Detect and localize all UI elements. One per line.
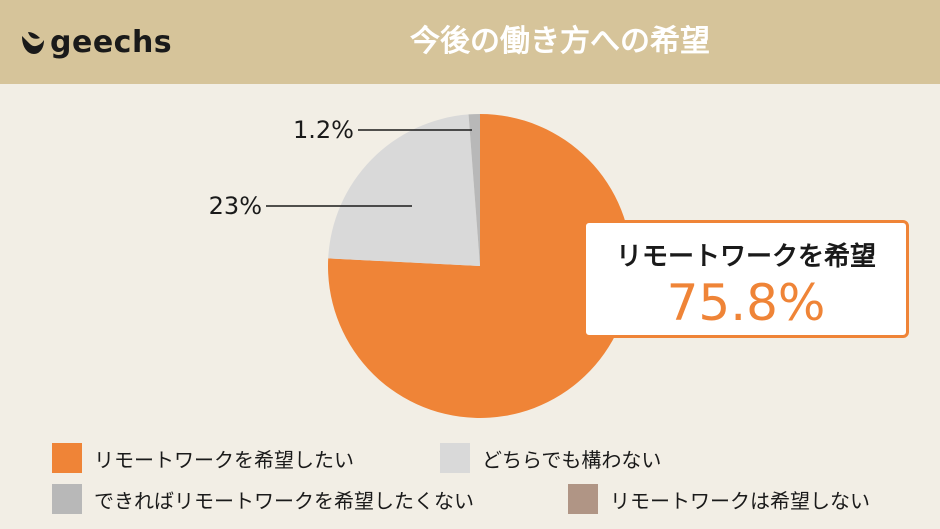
callout-label: リモートワークを希望 xyxy=(615,242,876,272)
legend-swatch xyxy=(52,484,82,514)
legend-swatch xyxy=(440,443,470,473)
legend-item-rather-not: できればリモートワークを希望したくない xyxy=(52,484,474,514)
legend-swatch xyxy=(52,443,82,473)
legend-label: どちらでも構わない xyxy=(482,447,662,472)
callout-value: 75.8% xyxy=(666,274,826,332)
pie-slice xyxy=(328,114,480,266)
logo: geechs xyxy=(18,22,172,62)
pie-slice xyxy=(468,114,480,266)
leaf-logo-icon xyxy=(22,32,44,54)
header-bar: geechs 今後の働き方への希望 xyxy=(0,0,940,84)
highlight-callout: リモートワークを希望 75.8% xyxy=(583,220,909,338)
pie-chart: 23% 1.2% xyxy=(209,114,632,418)
legend-item-not-wanted: リモートワークは希望しない xyxy=(568,484,870,514)
slice-data-label: 1.2% xyxy=(293,116,354,144)
legend-label: リモートワークは希望しない xyxy=(610,488,870,513)
legend-label: できればリモートワークを希望したくない xyxy=(94,488,474,513)
page-title: 今後の働き方への希望 xyxy=(410,24,710,59)
legend-label: リモートワークを希望したい xyxy=(94,447,354,472)
legend-item-either: どちらでも構わない xyxy=(440,443,661,473)
legend-swatch xyxy=(568,484,598,514)
slice-data-label: 23% xyxy=(209,192,262,220)
legend-item-remote-wanted: リモートワークを希望したい xyxy=(52,443,354,473)
logo-text: geechs xyxy=(50,24,173,60)
